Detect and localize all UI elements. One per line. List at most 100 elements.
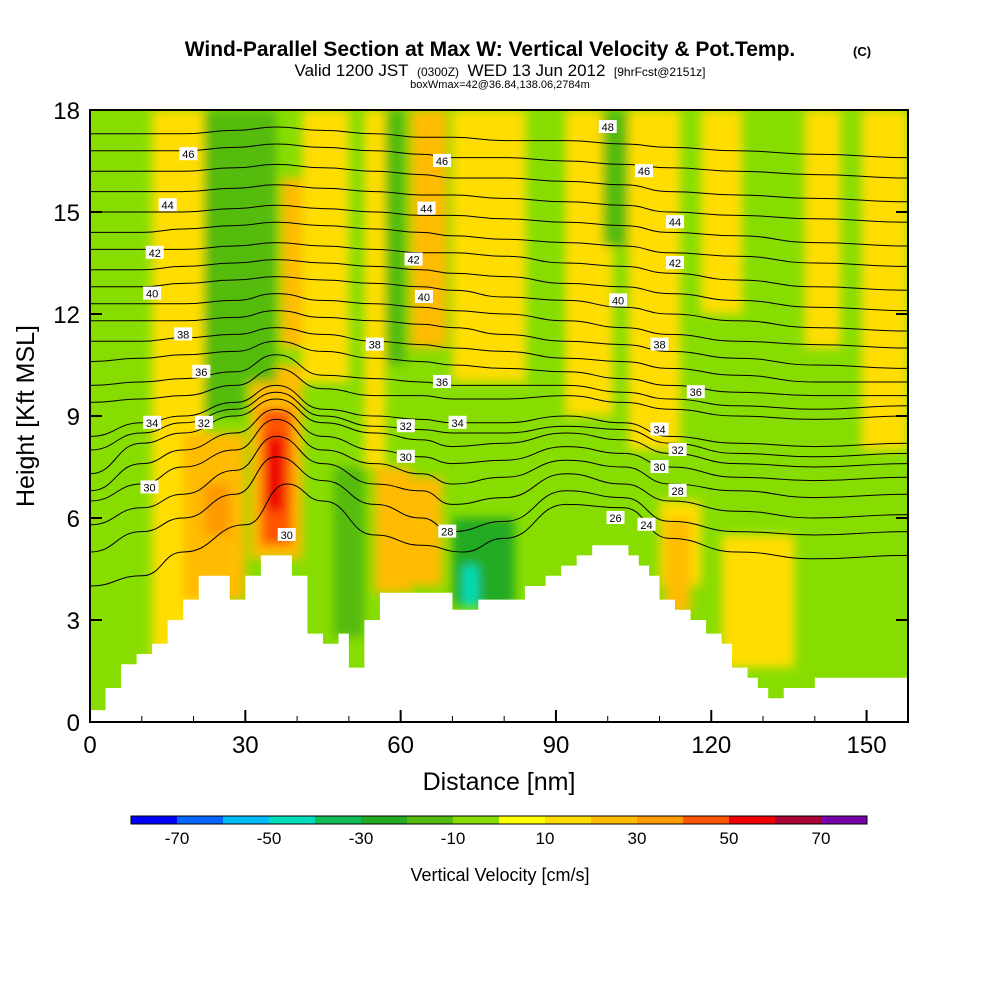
colorbar-tick-label: 50 [720, 829, 739, 848]
velocity-cell [410, 477, 443, 586]
contour-label-text: 36 [690, 387, 702, 399]
theta-contour [90, 310, 908, 369]
contour-label: 26 [606, 511, 625, 525]
y-tick-label: 15 [53, 200, 80, 227]
chart-subtitle: Valid 1200 JST (0300Z) WED 13 Jun 2012 [… [295, 61, 706, 80]
colorbar-swatch [545, 816, 591, 824]
x-tick-label: 150 [847, 732, 887, 759]
contour-label: 32 [668, 443, 687, 457]
contour-label-text: 42 [669, 258, 681, 270]
colorbar-tick-label: -70 [165, 829, 190, 848]
y-tick-label: 18 [53, 98, 80, 125]
colorbar-swatch [407, 816, 453, 824]
contour-label-text: 36 [195, 367, 207, 379]
contour-label-text: 26 [609, 513, 621, 525]
contour-label-text: 44 [669, 217, 681, 229]
contour-label: 36 [433, 375, 452, 389]
x-tick-label: 120 [691, 732, 731, 759]
subtitle-date: WED 13 Jun 2012 [467, 61, 605, 80]
y-tick-label: 6 [67, 506, 80, 533]
contour-label: 40 [609, 293, 628, 307]
velocity-cell [90, 110, 142, 712]
y-tick-label: 9 [67, 404, 80, 431]
contour-label-text: 42 [149, 248, 161, 260]
theta-contour [90, 483, 908, 587]
theta-contour [90, 293, 908, 349]
theta-contour [90, 418, 908, 502]
colorbar-swatch [775, 816, 821, 824]
contour-label-text: 48 [602, 122, 614, 134]
colorbar-swatch [361, 816, 407, 824]
colorbar-swatch [177, 816, 223, 824]
velocity-cell [721, 535, 795, 668]
colorbar-tick-label: 10 [536, 829, 555, 848]
contour-label-text: 30 [281, 530, 293, 542]
contour-label: 40 [143, 286, 162, 301]
contour-label: 40 [414, 290, 433, 304]
contour-label: 38 [174, 327, 193, 341]
colorbar-frame [130, 815, 868, 825]
subtitle-forecast: [9hrFcst@2151z] [614, 65, 706, 79]
velocity-cell [452, 110, 525, 382]
velocity-cell [203, 484, 230, 535]
chart-subsubtitle: boxWmax=42@36.84,138.06,2784m [410, 79, 590, 91]
velocity-cell [374, 467, 411, 593]
velocity-cell [664, 518, 691, 614]
contour-label: 30 [650, 460, 669, 474]
x-tick-label: 90 [543, 732, 570, 759]
contour-label-text: 28 [671, 486, 683, 498]
colorbar-tick-label: -50 [257, 829, 282, 848]
colorbar-swatch [223, 816, 269, 824]
contour-label-text: 32 [671, 445, 683, 457]
contour-label: 32 [194, 415, 213, 430]
contour-label-text: 24 [640, 520, 652, 532]
contour-label: 34 [448, 415, 467, 430]
colorbar-tick-label: 70 [812, 829, 831, 848]
velocity-cell [333, 467, 365, 637]
theta-contour [90, 126, 908, 159]
contour-label: 38 [650, 337, 669, 352]
contour-label-text: 28 [441, 527, 453, 539]
theta-contour [90, 435, 908, 526]
contour-label-text: 30 [400, 452, 412, 464]
contour-label-text: 36 [436, 377, 448, 389]
x-tick-label: 30 [232, 732, 259, 759]
contour-label: 36 [192, 364, 211, 379]
colorbar-swatch [453, 816, 499, 824]
velocity-cell [462, 565, 479, 607]
contour-label: 28 [438, 524, 457, 539]
theta-contour [90, 242, 908, 291]
contour-label: 46 [433, 154, 452, 168]
velocity-cell [364, 110, 386, 467]
contour-label: 28 [668, 483, 687, 498]
contour-label-text: 34 [146, 418, 158, 430]
velocity-cell [861, 110, 908, 450]
y-axis-label: Height [Kft MSL] [12, 325, 40, 507]
contour-label-text: 44 [420, 204, 432, 216]
x-axis-label: Distance [nm] [423, 768, 576, 796]
velocity-cell [245, 110, 277, 382]
velocity-cell [804, 110, 841, 348]
contour-label-text: 40 [146, 289, 158, 301]
velocity-cell [700, 110, 743, 314]
colorbar-swatch [499, 816, 545, 824]
contour-label-text: 46 [638, 166, 650, 178]
colorbar-tick-label: 30 [628, 829, 647, 848]
contour-label: 30 [277, 528, 296, 542]
contour-label: 30 [140, 480, 159, 494]
contour-label-text: 40 [612, 295, 624, 307]
colorbar-swatch [683, 816, 729, 824]
contour-label: 42 [145, 245, 164, 260]
theta-contour [90, 163, 908, 203]
colorbar-swatch [269, 816, 315, 824]
contour-label-text: 38 [177, 329, 189, 341]
theta-contour [90, 384, 908, 448]
contour-label: 36 [686, 385, 705, 399]
colorbar-swatch [131, 816, 177, 824]
velocity-cell [385, 110, 406, 365]
colorbar-swatch [637, 816, 683, 824]
contour-label: 44 [666, 215, 685, 229]
colorbar-swatch [315, 816, 361, 824]
colorbar-label: Vertical Velocity [cm/s] [410, 865, 589, 885]
